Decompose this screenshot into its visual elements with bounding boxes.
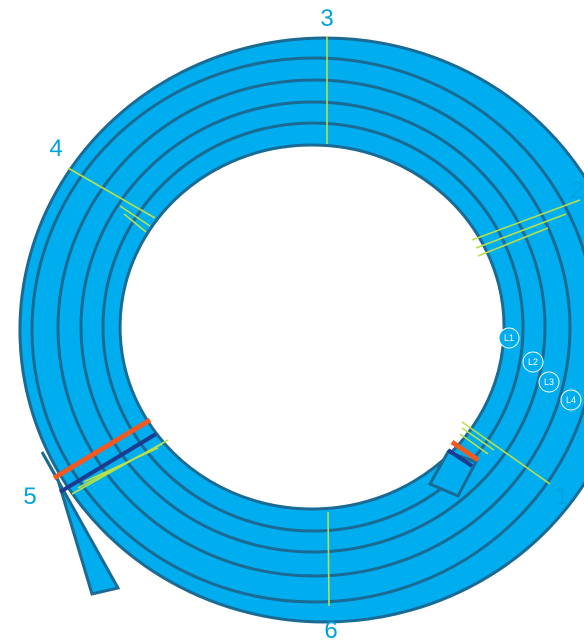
cut-marker-orange-right [450,439,480,463]
cut-marker-navy-left [58,432,158,494]
wrap-line-1 [30,56,584,604]
pipe-tail [40,451,121,596]
cut-marker-navy-right [446,448,474,468]
marker-line-1c [459,433,489,455]
wrap-line-4 [101,121,525,533]
layer-tag-l2: L2 [522,351,544,373]
section-numbers: 3 4 2 1 5 6 [23,5,584,643]
marker-line-4 [67,167,156,219]
wrap-line-2 [56,78,572,578]
marker-line-2b [475,213,567,249]
layer-tag-l1-label: L1 [504,333,514,343]
section-markers [67,36,581,607]
layer-tag-l1: L1 [498,327,520,349]
layer-tag-l3-label: L3 [544,377,554,387]
section-label-4: 4 [49,135,62,162]
section-label-5: 5 [23,483,36,510]
marker-line-4b [119,205,151,227]
layer-tag-l3: L3 [538,371,560,393]
wrap-line-3 [79,100,547,554]
layer-tags: L1 L2 L3 L4 [498,327,582,411]
marker-line-5c [83,447,159,483]
marker-line-1b [461,427,495,451]
marker-line-2a [471,199,581,241]
layer-tag-l2-label: L2 [528,357,538,367]
marker-line-1a [461,421,551,485]
marker-line-4c [123,213,147,233]
section-label-6: 6 [324,617,337,643]
marker-line-2c [477,227,549,257]
layer-tag-l4-label: L4 [566,395,576,405]
marker-line-6 [327,511,330,607]
section-label-1: 1 [555,483,568,510]
section-label-2: 2 [571,177,584,204]
cut-marker-orange-left [52,417,152,481]
layer-tag-l4: L4 [560,389,582,411]
section-label-3: 3 [320,5,333,32]
pipe-coil [18,36,584,624]
